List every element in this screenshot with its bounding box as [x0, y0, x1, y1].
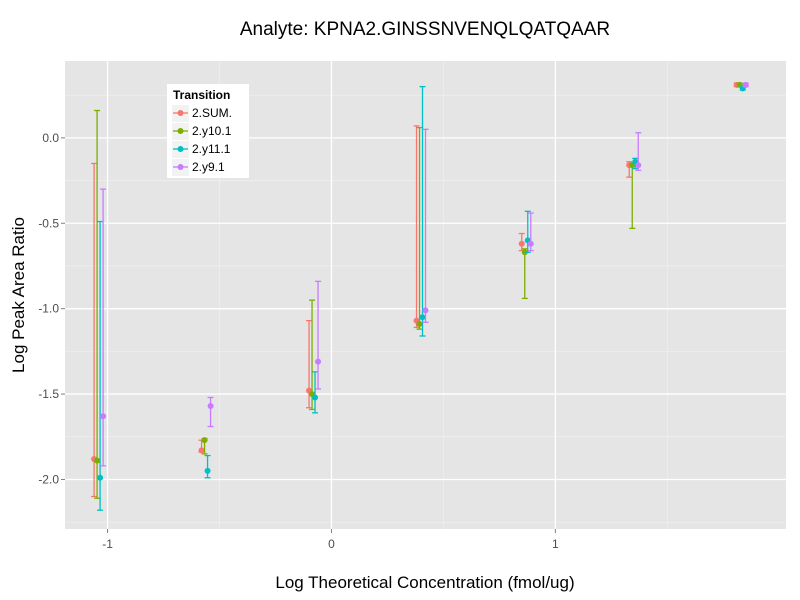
- legend-item: 2.SUM.: [172, 105, 232, 122]
- legend-label: 2.SUM.: [192, 106, 232, 120]
- data-point: [518, 240, 525, 247]
- chart-title: Analyte: KPNA2.GINSSNVENQLQATQAAR: [240, 19, 610, 40]
- data-point: [201, 437, 208, 444]
- legend-title: Transition: [173, 88, 230, 102]
- series-2-y11-1: [97, 85, 746, 511]
- legend-key-point: [177, 110, 184, 116]
- data-point: [207, 403, 214, 410]
- legend-item: 2.y10.1: [172, 123, 232, 140]
- y-tick-label: -1.5: [38, 387, 59, 401]
- legend-label: 2.y10.1: [192, 124, 232, 138]
- data-point: [635, 162, 642, 169]
- data-point: [204, 467, 211, 474]
- series-2-y10-1: [94, 81, 743, 499]
- y-tick-label: -0.5: [38, 216, 59, 230]
- data-point: [94, 457, 101, 464]
- x-tick-label: -1: [102, 537, 113, 551]
- x-tick-label: 1: [552, 537, 559, 551]
- data-point: [422, 307, 429, 314]
- legend-key-point: [177, 128, 184, 134]
- data-point: [527, 240, 534, 247]
- legend-item: 2.y9.1: [172, 159, 225, 176]
- series-2-y9-1: [100, 81, 749, 467]
- axis-ticks: -1 0 1 0.0 -0.5 -1.0 -1.5 -2.0: [38, 131, 559, 551]
- y-tick-label: -1.0: [38, 302, 59, 316]
- data-point: [521, 249, 528, 256]
- data-point: [315, 358, 322, 365]
- y-tick-label: 0.0: [42, 131, 59, 145]
- data-point: [97, 474, 104, 481]
- legend-key-point: [177, 146, 184, 152]
- data-point: [100, 413, 107, 420]
- data-point: [419, 314, 426, 321]
- y-tick-label: -2.0: [38, 472, 59, 486]
- data-point: [416, 321, 423, 328]
- x-axis-title: Log Theoretical Concentration (fmol/ug): [275, 573, 574, 592]
- y-axis-title: Log Peak Area Ratio: [9, 217, 28, 373]
- legend-key-point: [177, 164, 184, 170]
- legend-label: 2.y11.1: [192, 142, 231, 156]
- data-point: [742, 81, 749, 88]
- data-point: [198, 447, 205, 454]
- x-tick-label: 0: [328, 537, 335, 551]
- data-marks: [91, 81, 749, 511]
- legend: Transition 2.SUM. 2.y10.1 2.y11.1 2.y9.1: [167, 84, 249, 178]
- legend-label: 2.y9.1: [192, 160, 225, 174]
- data-point: [312, 394, 319, 401]
- legend-item: 2.y11.1: [172, 141, 231, 158]
